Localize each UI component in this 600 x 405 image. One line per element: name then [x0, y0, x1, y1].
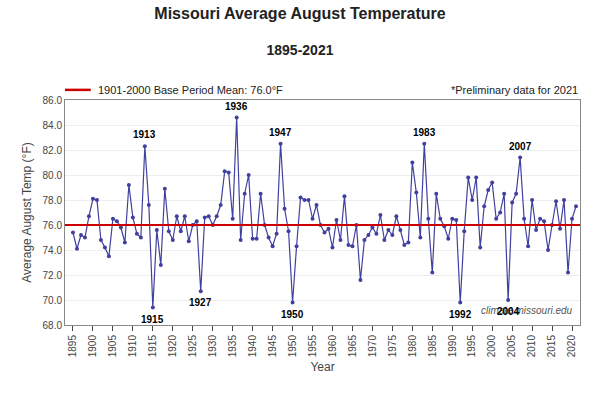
svg-text:1913: 1913	[133, 129, 156, 140]
svg-text:*Preliminary data for 2021: *Preliminary data for 2021	[451, 84, 578, 96]
svg-text:1905: 1905	[107, 335, 118, 358]
svg-text:1901-2000 Base Period Mean: 76: 1901-2000 Base Period Mean: 76.0°F	[98, 84, 283, 96]
svg-text:70.0: 70.0	[43, 295, 63, 306]
svg-text:1895: 1895	[67, 335, 78, 358]
svg-text:1950: 1950	[287, 335, 298, 358]
svg-text:Missouri Average August Temper: Missouri Average August Temperature	[154, 5, 445, 22]
svg-text:1945: 1945	[267, 335, 278, 358]
svg-text:2010: 2010	[526, 335, 537, 358]
svg-text:1960: 1960	[327, 335, 338, 358]
svg-text:1927: 1927	[189, 297, 212, 308]
svg-text:2004: 2004	[497, 306, 520, 317]
svg-text:1910: 1910	[127, 335, 138, 358]
svg-text:1970: 1970	[367, 335, 378, 358]
svg-text:74.0: 74.0	[43, 245, 63, 256]
svg-text:1915: 1915	[141, 314, 164, 325]
svg-text:84.0: 84.0	[43, 120, 63, 131]
svg-text:1895-2021: 1895-2021	[267, 42, 334, 58]
svg-text:1990: 1990	[447, 335, 458, 358]
svg-text:2007: 2007	[509, 141, 532, 152]
svg-text:1947: 1947	[269, 127, 292, 138]
svg-text:1950: 1950	[281, 309, 304, 320]
svg-text:72.0: 72.0	[43, 270, 63, 281]
svg-text:Average August Temp (°F): Average August Temp (°F)	[20, 142, 34, 282]
svg-text:1900: 1900	[87, 335, 98, 358]
svg-text:82.0: 82.0	[43, 145, 63, 156]
svg-text:1940: 1940	[247, 335, 258, 358]
svg-text:2000: 2000	[486, 335, 497, 358]
svg-text:76.0: 76.0	[43, 220, 63, 231]
svg-text:1975: 1975	[387, 335, 398, 358]
svg-text:1935: 1935	[227, 335, 238, 358]
svg-text:1920: 1920	[167, 335, 178, 358]
svg-text:2020: 2020	[566, 335, 577, 358]
svg-text:86.0: 86.0	[43, 95, 63, 106]
svg-text:68.0: 68.0	[43, 320, 63, 331]
svg-text:1985: 1985	[427, 335, 438, 358]
svg-text:1995: 1995	[466, 335, 477, 358]
svg-text:1955: 1955	[307, 335, 318, 358]
svg-text:2015: 2015	[546, 335, 557, 358]
svg-text:80.0: 80.0	[43, 170, 63, 181]
svg-text:1992: 1992	[449, 309, 472, 320]
svg-text:1930: 1930	[207, 335, 218, 358]
svg-text:1936: 1936	[225, 101, 248, 112]
svg-text:2005: 2005	[506, 335, 517, 358]
svg-text:1925: 1925	[187, 335, 198, 358]
svg-text:78.0: 78.0	[43, 195, 63, 206]
svg-text:1980: 1980	[407, 335, 418, 358]
svg-text:1983: 1983	[413, 127, 436, 138]
svg-text:climate.missouri.edu: climate.missouri.edu	[481, 305, 573, 316]
svg-text:1915: 1915	[147, 335, 158, 358]
svg-text:1965: 1965	[347, 335, 358, 358]
svg-text:Year: Year	[310, 360, 334, 374]
